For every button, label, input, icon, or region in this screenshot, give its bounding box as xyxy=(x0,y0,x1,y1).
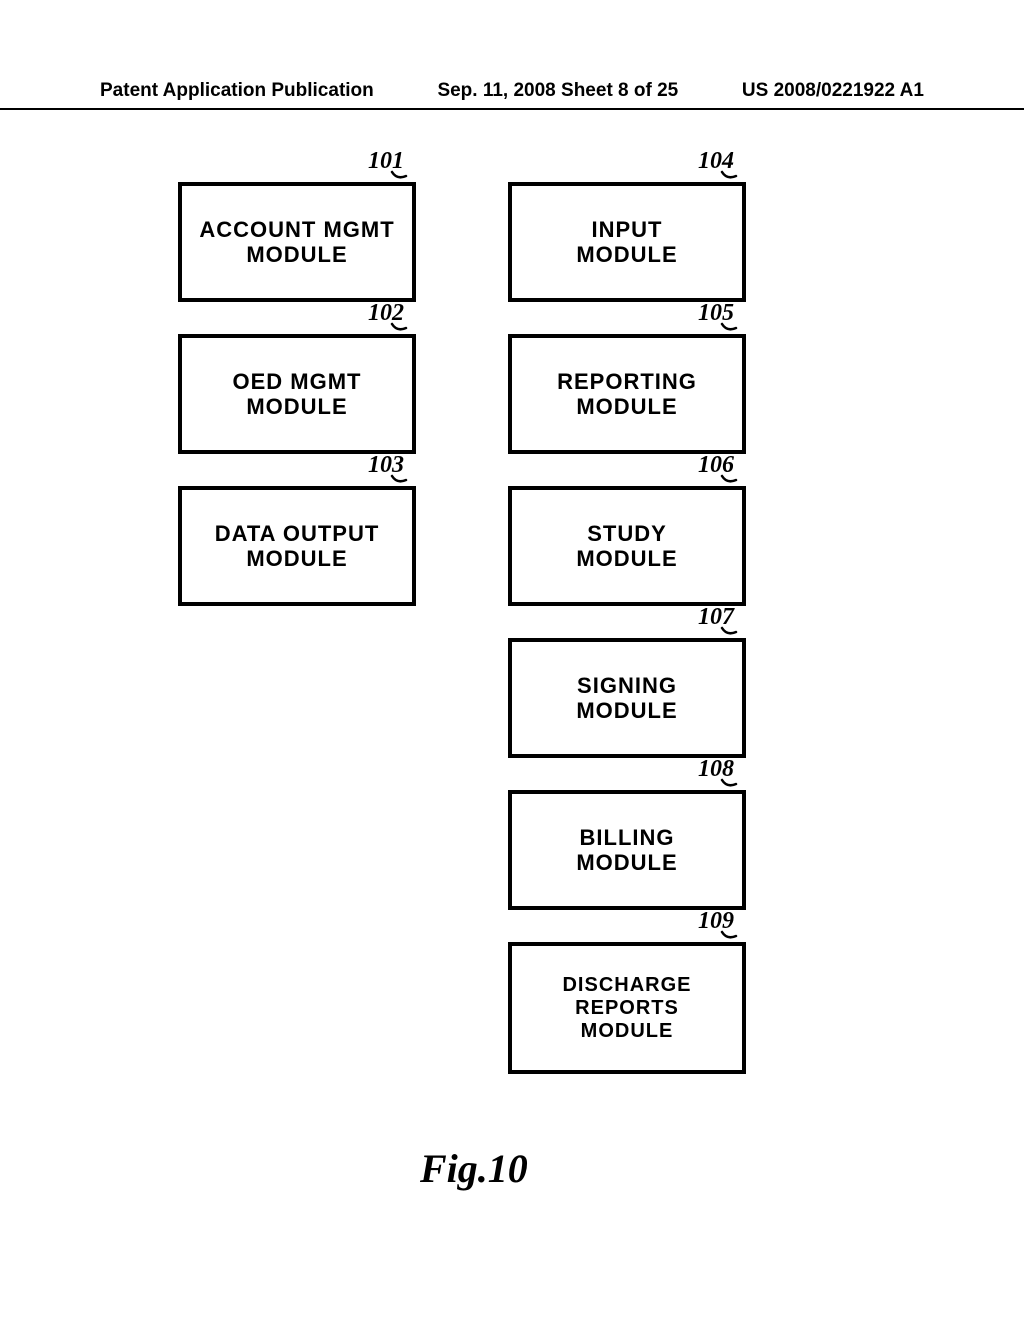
header-left: Patent Application Publication xyxy=(100,80,374,102)
header-right: US 2008/0221922 A1 xyxy=(742,80,924,102)
module-input: INPUTMODULE xyxy=(508,182,746,302)
module-account-mgmt: ACCOUNT MGMTMODULE xyxy=(178,182,416,302)
module-oed-mgmt: OED MGMTMODULE xyxy=(178,334,416,454)
ref-tick-oed-mgmt xyxy=(390,322,408,336)
module-oed-mgmt-line: OED MGMT xyxy=(233,369,362,394)
page: Patent Application Publication Sep. 11, … xyxy=(0,0,1024,1320)
module-billing-line: BILLING xyxy=(580,825,675,850)
module-billing: BILLINGMODULE xyxy=(508,790,746,910)
module-discharge-line: REPORTS xyxy=(575,997,679,1020)
module-billing-line: MODULE xyxy=(576,850,677,875)
module-data-output: DATA OUTPUTMODULE xyxy=(178,486,416,606)
figure-caption: Fig.10 xyxy=(420,1145,528,1192)
module-account-mgmt-line: MODULE xyxy=(246,242,347,267)
module-account-mgmt-line: ACCOUNT MGMT xyxy=(199,217,394,242)
module-data-output-line: MODULE xyxy=(246,546,347,571)
ref-tick-signing xyxy=(720,626,738,640)
ref-tick-billing xyxy=(720,778,738,792)
ref-tick-reporting xyxy=(720,322,738,336)
module-reporting-line: MODULE xyxy=(576,394,677,419)
ref-tick-discharge xyxy=(720,930,738,944)
page-header: Patent Application Publication Sep. 11, … xyxy=(0,80,1024,110)
ref-tick-account-mgmt xyxy=(390,170,408,184)
ref-tick-input xyxy=(720,170,738,184)
ref-tick-study xyxy=(720,474,738,488)
module-signing-line: MODULE xyxy=(576,698,677,723)
module-oed-mgmt-line: MODULE xyxy=(246,394,347,419)
module-reporting: REPORTINGMODULE xyxy=(508,334,746,454)
module-study-line: STUDY xyxy=(587,521,667,546)
module-discharge-line: MODULE xyxy=(581,1020,674,1043)
module-study-line: MODULE xyxy=(576,546,677,571)
header-middle: Sep. 11, 2008 Sheet 8 of 25 xyxy=(437,80,678,102)
module-study: STUDYMODULE xyxy=(508,486,746,606)
module-discharge-line: DISCHARGE xyxy=(562,974,691,997)
module-signing: SIGNINGMODULE xyxy=(508,638,746,758)
module-reporting-line: REPORTING xyxy=(557,369,697,394)
module-input-line: MODULE xyxy=(576,242,677,267)
module-signing-line: SIGNING xyxy=(577,673,677,698)
module-data-output-line: DATA OUTPUT xyxy=(215,521,380,546)
ref-tick-data-output xyxy=(390,474,408,488)
module-discharge: DISCHARGEREPORTSMODULE xyxy=(508,942,746,1074)
module-input-line: INPUT xyxy=(592,217,663,242)
